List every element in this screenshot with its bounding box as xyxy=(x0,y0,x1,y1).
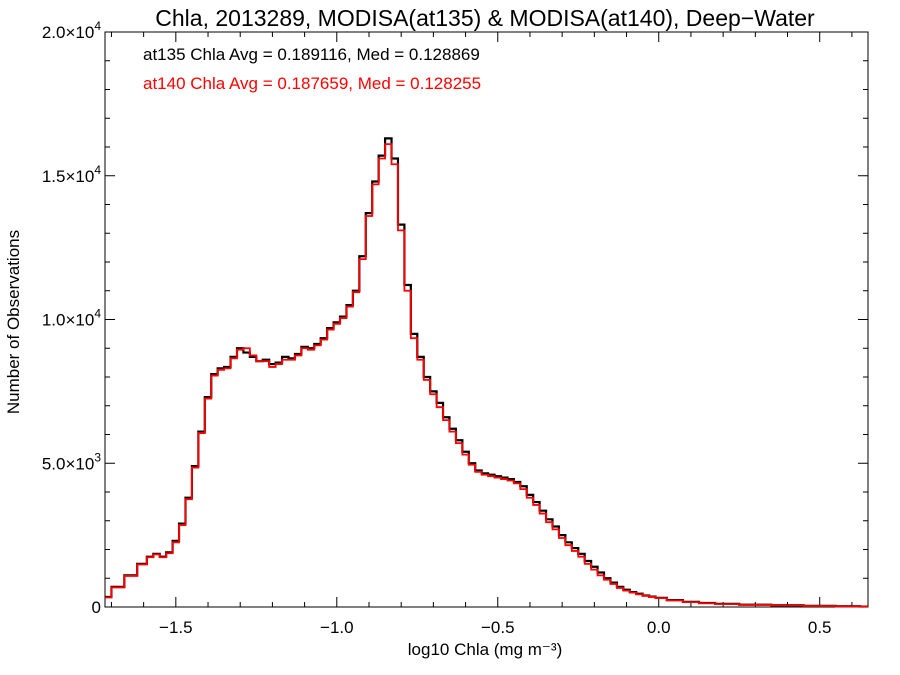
annotation-1: at135 Chla Avg = 0.189116, Med = 0.12886… xyxy=(143,45,480,64)
y-tick-label: 1.5×104 xyxy=(42,163,101,186)
annotation-2: at140 Chla Avg = 0.187659, Med = 0.12825… xyxy=(143,74,481,93)
x-tick-label: −0.5 xyxy=(481,618,515,637)
y-tick-label: 2.0×104 xyxy=(42,19,101,42)
chart-title: Chla, 2013289, MODISA(at135) & MODISA(at… xyxy=(155,5,815,31)
plot-frame xyxy=(104,31,869,608)
x-tick-label: −1.0 xyxy=(320,618,354,637)
histogram-series-1 xyxy=(105,137,868,608)
histogram-series-2 xyxy=(105,143,868,608)
x-tick-label: 0.5 xyxy=(808,618,832,637)
y-tick-label: 0 xyxy=(92,598,101,617)
y-tick-label: 1.0×104 xyxy=(42,307,101,330)
y-tick-label: 5.0×103 xyxy=(42,450,101,473)
x-tick-label: 0.0 xyxy=(647,618,671,637)
x-tick-label: −1.5 xyxy=(159,618,193,637)
y-axis-label: Number of Observations xyxy=(4,230,23,414)
x-axis-label: log10 Chla (mg m⁻³) xyxy=(408,640,562,659)
